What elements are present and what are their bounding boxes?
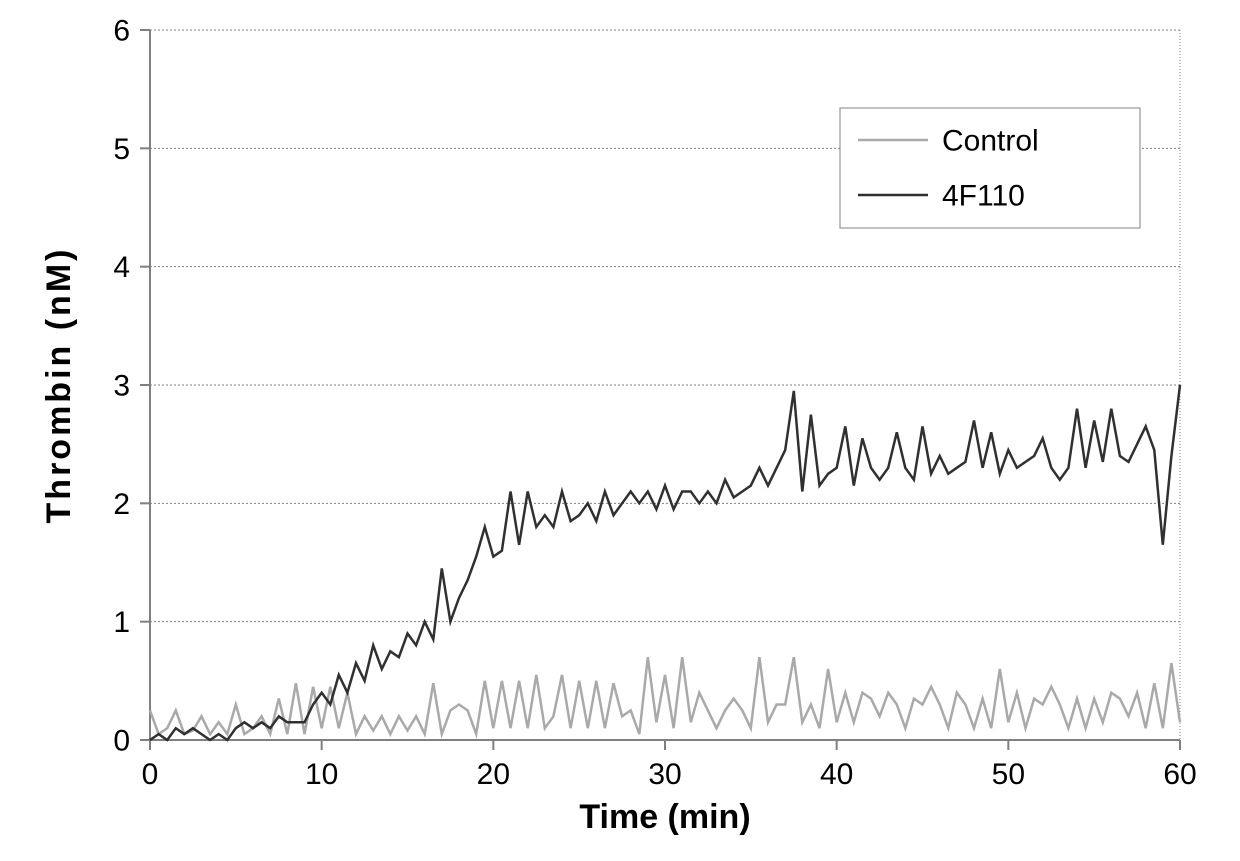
x-tick-label: 10 — [305, 758, 338, 791]
x-tick-label: 40 — [820, 758, 853, 791]
y-tick-label: 2 — [113, 488, 130, 521]
x-axis-title: Time (min) — [579, 798, 750, 836]
chart-container: 0 10 20 30 40 50 60 0 1 2 3 4 5 6 Time (min) Thrombin (… — [0, 0, 1240, 861]
x-tick-label: 50 — [992, 758, 1025, 791]
y-tick-label: 6 — [113, 15, 130, 48]
x-tick-label: 0 — [142, 758, 159, 791]
x-tick-label: 30 — [648, 758, 681, 791]
y-tick-label: 0 — [113, 725, 130, 758]
legend-label: Control — [942, 125, 1039, 158]
legend-label: 4F110 — [942, 180, 1025, 213]
y-tick-label: 4 — [113, 251, 130, 284]
y-tick-label: 1 — [113, 606, 130, 639]
x-tick-label: 60 — [1163, 758, 1196, 791]
thrombin-chart: 0 10 20 30 40 50 60 0 1 2 3 4 5 6 Time (min) Thrombin (… — [0, 0, 1240, 861]
y-tick-label: 5 — [113, 133, 130, 166]
y-axis-title: Thrombin (nM) — [40, 247, 78, 524]
x-tick-label: 20 — [477, 758, 510, 791]
y-tick-label: 3 — [113, 370, 130, 403]
